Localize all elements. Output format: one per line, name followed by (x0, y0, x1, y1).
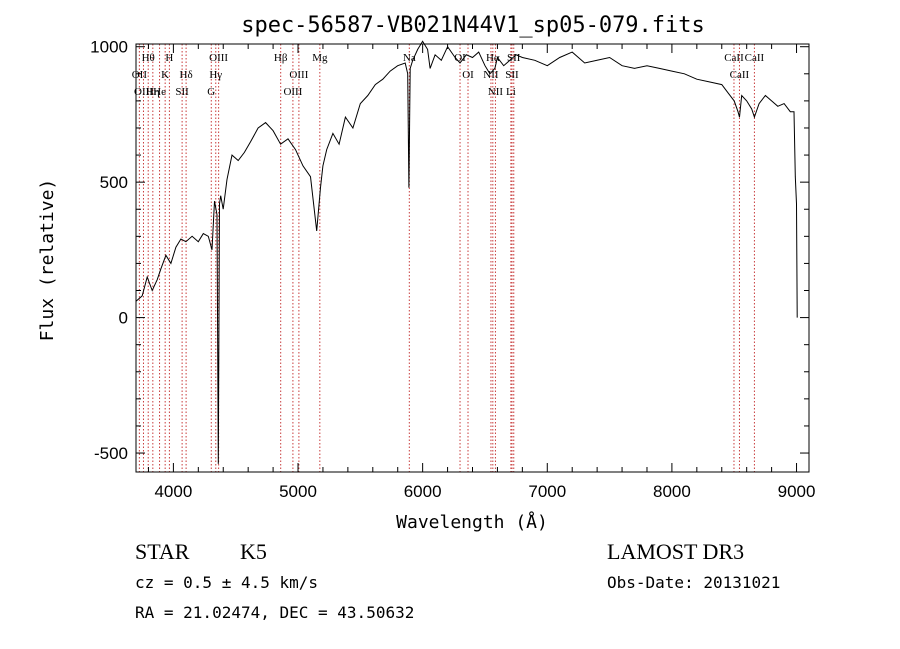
y-tick-label: 500 (100, 173, 128, 192)
line-label-4: K (161, 69, 169, 81)
line-label-8: SII (175, 86, 189, 98)
line-label-17: OI (454, 52, 466, 64)
line-label-18: OI (462, 69, 474, 81)
line-label-10: Hγ (209, 69, 222, 81)
line-label-23: SII (507, 52, 521, 64)
y-tick-label: 1000 (90, 38, 128, 57)
observation-date: Obs-Date: 20131021 (607, 573, 781, 592)
x-tick-label: 9000 (778, 482, 816, 501)
x-axis-ticks: 4000 5000 6000 7000 8000 9000 (147, 44, 816, 501)
line-label-3: Hη (146, 86, 160, 98)
line-label-20: NII (483, 69, 499, 81)
x-tick-label: 8000 (653, 482, 691, 501)
line-label-25: CaII (724, 52, 744, 64)
y-axis-label: Flux (relative) (37, 179, 58, 342)
line-label-24: Li (506, 86, 516, 98)
line-label-6: H (165, 52, 173, 64)
x-tick-label: 6000 (404, 482, 442, 501)
line-label-2: OIII (134, 86, 153, 98)
x-axis-label: Wavelength (Å) (396, 511, 548, 533)
spectral-line-markers (138, 44, 755, 472)
line-label-11: G (207, 86, 215, 98)
y-axis-ticks: -500 0 500 1000 (90, 38, 809, 463)
line-label-22: SII (505, 69, 519, 81)
plot-frame (135, 43, 810, 473)
x-tick-label: 5000 (279, 482, 317, 501)
sky-coordinates: RA = 21.02474, DEC = 43.50632 (135, 603, 415, 622)
y-tick-label: 0 (119, 309, 128, 328)
object-class: STAR (135, 539, 190, 564)
flux-series (135, 40, 798, 464)
line-label-14: OIII (283, 86, 302, 98)
line-label-9: OIII (209, 52, 228, 64)
chart-title: spec-56587-VB021N44V1_sp05-079.fits (241, 13, 705, 38)
redshift-velocity: cz = 0.5 ± 4.5 km/s (135, 573, 319, 592)
line-label-26: CaII (730, 69, 750, 81)
line-label-21: NII (488, 86, 504, 98)
line-label-5: He (153, 86, 166, 98)
line-label-7: Hδ (180, 69, 193, 81)
survey-name: LAMOST DR3 (607, 539, 745, 564)
line-label-0: Hθ (142, 52, 155, 64)
y-tick-label: -500 (94, 444, 128, 463)
x-tick-label: 4000 (154, 482, 192, 501)
line-label-15: Mg (312, 52, 328, 64)
object-subclass: K5 (240, 539, 267, 564)
line-label-1: OII (132, 69, 148, 81)
x-tick-label: 7000 (528, 482, 566, 501)
line-label-13: OIII (289, 69, 308, 81)
line-label-27: CaII (745, 52, 765, 64)
line-label-12: Hβ (274, 52, 288, 64)
